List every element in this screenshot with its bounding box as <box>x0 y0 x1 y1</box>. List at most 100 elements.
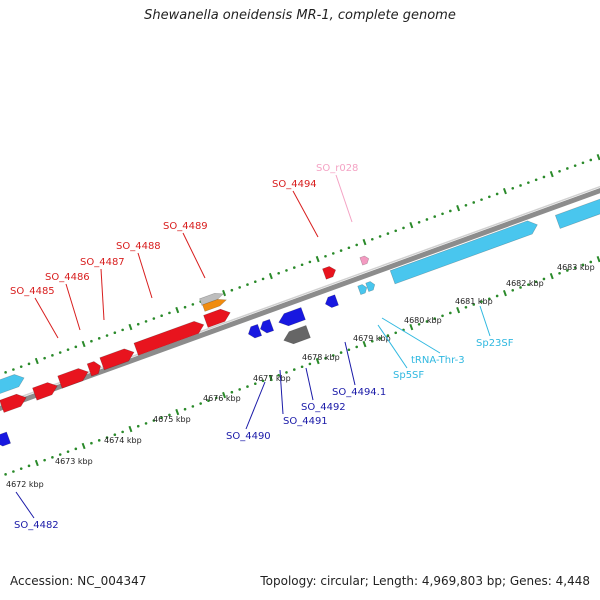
upper-track-major-tick <box>409 221 414 229</box>
gene-label[interactable]: SO_4489 <box>163 221 208 232</box>
lower-track-dot <box>168 413 171 417</box>
gene-arrow[interactable] <box>57 366 91 389</box>
lower-track-dot <box>542 277 546 281</box>
upper-track-dot <box>464 203 468 207</box>
lower-track-dot <box>136 424 140 428</box>
lower-track-dot <box>97 439 101 442</box>
gene-label[interactable]: SO_4487 <box>80 257 125 268</box>
gene-leader-line <box>479 305 491 337</box>
lower-track-dot <box>74 447 78 451</box>
upper-track-dot <box>402 226 405 230</box>
lower-track-major-tick <box>315 357 320 365</box>
upper-track-dot <box>573 164 577 167</box>
gene-arrow[interactable] <box>277 307 306 328</box>
gene-label[interactable]: SO_4486 <box>45 272 90 283</box>
lower-track-dot <box>534 280 538 284</box>
lower-track-dot <box>113 433 117 436</box>
gene-arrow[interactable] <box>133 319 206 356</box>
lower-track-dot <box>207 399 210 403</box>
gene-label[interactable]: SO_4490 <box>226 431 271 442</box>
upper-track-dot <box>472 201 476 204</box>
gene-leader-line <box>100 268 105 321</box>
lower-track-dot <box>230 390 234 394</box>
gene-arrow[interactable] <box>203 306 233 328</box>
gene-leader-line <box>292 190 319 238</box>
gene-arrow-shape <box>203 308 231 328</box>
gene-leader-line <box>15 491 35 519</box>
rna-arrow[interactable] <box>365 280 377 292</box>
scale-tick-label: 4679 kbp <box>353 334 391 343</box>
gene-leader-line <box>245 381 266 430</box>
upper-track-dot <box>534 178 538 182</box>
rrna-arrow[interactable] <box>389 218 540 285</box>
feature-arrow[interactable] <box>199 291 225 306</box>
lower-track-major-tick <box>222 391 227 399</box>
lower-track-major-tick <box>502 289 507 297</box>
gene-arrow[interactable] <box>323 294 339 309</box>
gene-label[interactable]: SO_4492 <box>301 402 346 413</box>
gene-label[interactable]: SO_4494.1 <box>332 387 386 398</box>
rrna-arrow[interactable] <box>554 196 600 229</box>
upper-track-major-tick <box>175 306 180 314</box>
gene-arrow[interactable] <box>258 318 275 334</box>
scale-tick-label: 4681 kbp <box>455 297 493 306</box>
upper-track-dot <box>519 184 522 187</box>
lower-track-dot <box>285 371 288 374</box>
gene-label[interactable]: SO_4482 <box>14 520 59 531</box>
lower-track-major-tick <box>268 374 273 382</box>
lower-track-major-tick <box>175 408 180 416</box>
gene-leader-line <box>65 283 81 331</box>
gene-arrow[interactable] <box>322 265 337 280</box>
upper-track-dot <box>581 161 585 165</box>
lower-track-dot <box>480 300 483 303</box>
gene-arrow[interactable] <box>99 346 136 371</box>
feature-arrow-shape <box>199 293 224 306</box>
lower-track-major-tick <box>549 272 554 280</box>
upper-track-dot <box>589 158 593 162</box>
gene-label[interactable]: SO_4488 <box>116 241 161 252</box>
gene-arrow[interactable] <box>0 431 12 448</box>
lower-track-dot <box>339 351 343 354</box>
upper-track-dot <box>277 271 280 275</box>
lower-track-dot <box>417 322 421 326</box>
gene-label[interactable]: SO_4491 <box>283 416 328 427</box>
gene-arrow[interactable] <box>0 391 28 413</box>
upper-track-major-tick <box>34 357 39 365</box>
gene-label[interactable]: Sp23SF <box>476 338 514 349</box>
gene-label[interactable]: SO_4494 <box>272 179 317 190</box>
gene-arrow-shape <box>133 321 205 356</box>
rna-arrow[interactable] <box>0 372 26 395</box>
gene-arrow[interactable] <box>86 360 103 377</box>
rrna-arrow[interactable] <box>359 255 370 266</box>
scale-tick-label: 4673 kbp <box>55 457 93 466</box>
feature-arrow[interactable] <box>202 297 228 312</box>
upper-track-dot <box>527 181 530 184</box>
lower-track-dot <box>386 334 390 337</box>
upper-track-dot <box>558 170 561 173</box>
lower-track-dot <box>581 263 585 267</box>
upper-track-dot <box>191 303 195 306</box>
lower-track-dot <box>464 305 468 309</box>
gene-label[interactable]: tRNA-Thr-3 <box>411 355 465 366</box>
rrna-arrow-shape <box>389 220 538 285</box>
lower-track-dot <box>261 379 265 383</box>
gene-arrow[interactable] <box>246 323 263 339</box>
lower-track-dot <box>66 450 70 453</box>
upper-track-dot <box>4 371 7 374</box>
lower-track-dot <box>152 419 156 422</box>
lower-track-major-tick <box>456 306 461 314</box>
lower-track-dot <box>331 354 335 357</box>
topology-summary: Topology: circular; Length: 4,969,803 bp… <box>260 574 590 588</box>
gene-label[interactable]: SO_r028 <box>316 163 358 174</box>
pseudo-gene-arrow[interactable] <box>282 325 311 346</box>
upper-track-dot <box>105 334 109 337</box>
upper-track-major-tick <box>315 255 320 263</box>
gene-label[interactable]: Sp5SF <box>393 370 424 381</box>
rna-arrow[interactable] <box>357 283 369 295</box>
lower-track-dot <box>511 288 515 292</box>
lower-track-dot <box>300 365 304 369</box>
gene-arrow-shape <box>0 431 12 447</box>
gene-arrow[interactable] <box>32 380 60 401</box>
gene-label[interactable]: SO_4485 <box>10 286 55 297</box>
